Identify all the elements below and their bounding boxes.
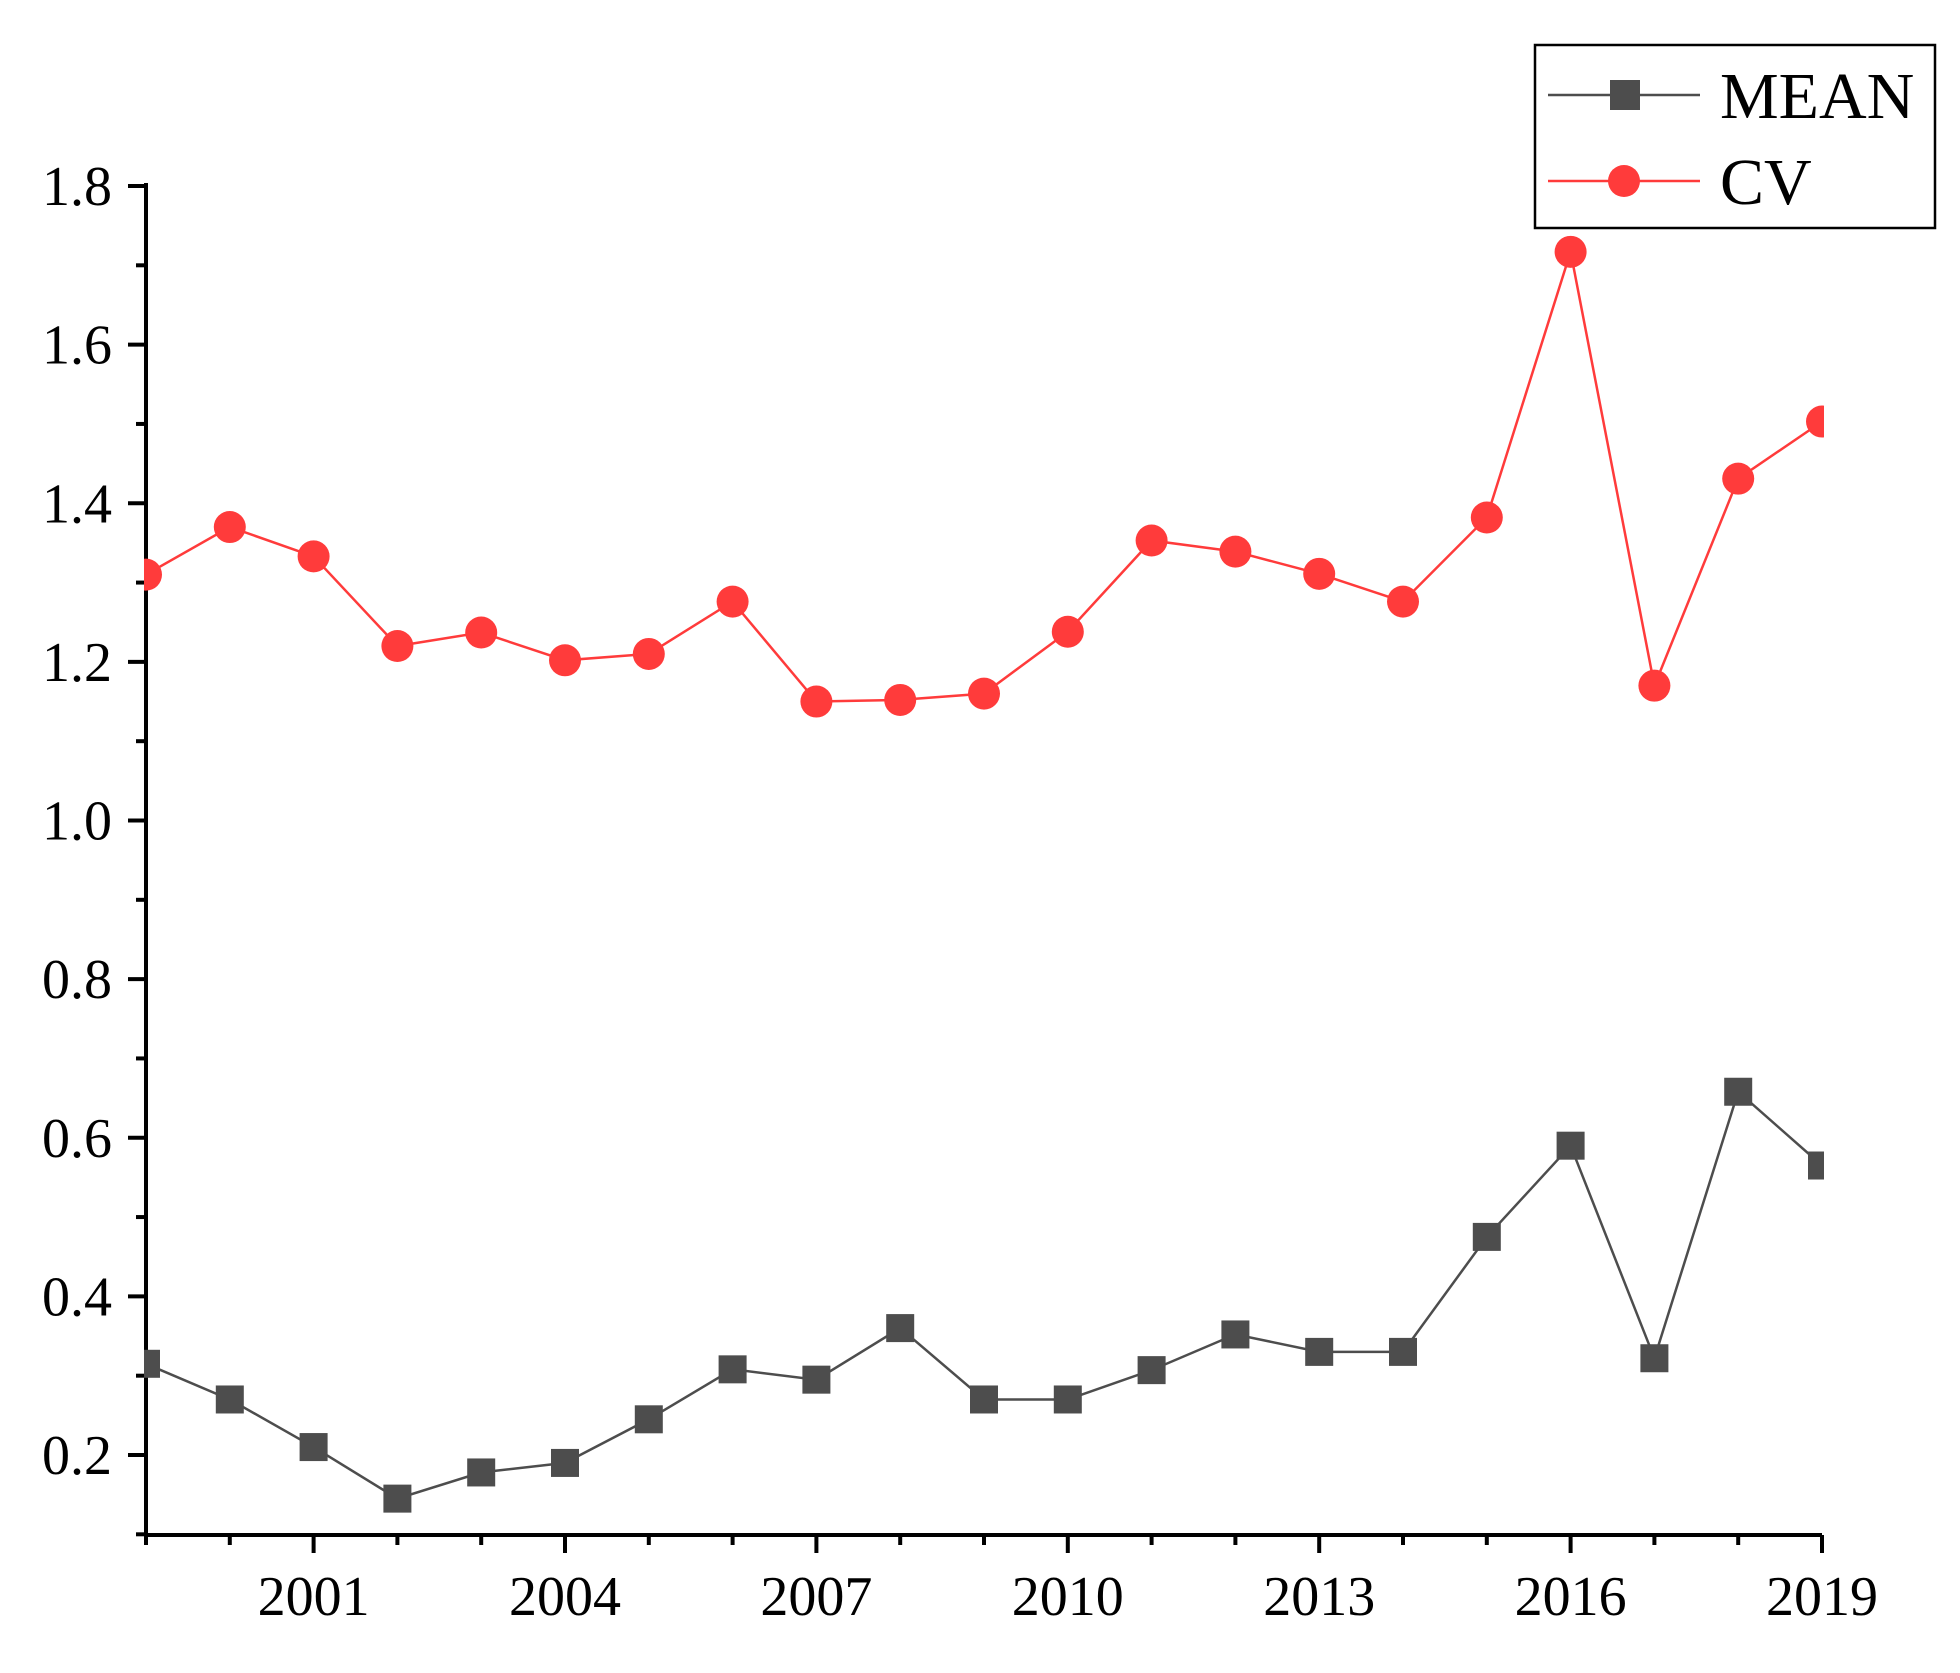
data-point-mean (1808, 1151, 1824, 1180)
data-point-mean (886, 1314, 915, 1343)
data-point-mean (1640, 1344, 1669, 1373)
data-point-cv (1219, 535, 1252, 568)
data-point-mean (383, 1484, 412, 1513)
data-point-cv (381, 630, 414, 663)
x-tick-label: 2001 (258, 1566, 370, 1628)
data-point-cv (1387, 585, 1419, 618)
data-point-mean (1389, 1337, 1417, 1366)
data-point-mean (802, 1365, 831, 1394)
data-point-cv (884, 683, 917, 716)
data-point-mean (634, 1405, 663, 1434)
y-tick-label: 1.6 (42, 315, 112, 377)
legend-marker-cv (1608, 165, 1640, 197)
data-point-cv (144, 558, 162, 591)
series-layer (144, 235, 1824, 1513)
data-point-cv (1051, 615, 1084, 648)
y-tick-label: 1.4 (42, 473, 112, 535)
data-point-cv (1470, 501, 1503, 534)
data-point-mean (970, 1385, 998, 1414)
y-tick-label: 1.0 (42, 791, 112, 853)
data-point-mean (144, 1349, 160, 1378)
data-point-mean (1472, 1222, 1501, 1251)
y-tick-label: 1.2 (42, 632, 112, 694)
data-point-mean (1724, 1077, 1753, 1106)
axes: 0.2 0.4 0.6 0.8 1.0 1.2 1.4 1.6 1.8 2001 2004 2007 2… (42, 156, 1878, 1628)
y-tick-label: 0.6 (42, 1108, 112, 1170)
y-tick-label: 0.8 (42, 949, 112, 1011)
data-point-mean (1137, 1356, 1166, 1385)
y-tick-label: 0.2 (42, 1425, 112, 1487)
legend-box (1533, 43, 1937, 230)
x-tick-label: 2007 (760, 1566, 872, 1628)
legend-label-mean: MEAN (1720, 60, 1914, 133)
x-tick-label: 2019 (1766, 1566, 1878, 1628)
series-cv (144, 235, 1824, 718)
data-point-cv (1638, 669, 1671, 702)
data-point-cv (632, 637, 665, 670)
data-point-mean (299, 1433, 328, 1462)
data-point-mean (215, 1385, 244, 1414)
data-point-mean (551, 1448, 579, 1477)
data-point-cv (1135, 524, 1168, 557)
data-point-cv (297, 540, 330, 573)
data-point-cv (549, 644, 581, 677)
y-tick-label: 0.4 (42, 1266, 112, 1328)
data-point-mean (1305, 1337, 1334, 1366)
data-point-cv (716, 585, 749, 618)
data-point-mean (1053, 1385, 1082, 1414)
legend: MEAN CV (1533, 43, 1937, 230)
x-tick-label: 2010 (1012, 1566, 1124, 1628)
data-point-cv (1554, 235, 1587, 268)
data-point-mean (718, 1355, 747, 1384)
data-point-cv (465, 616, 498, 649)
series-mean (144, 1077, 1824, 1513)
y-tick-label: 1.8 (42, 156, 112, 218)
legend-label-cv: CV (1720, 146, 1812, 219)
x-tick-label: 2016 (1515, 1566, 1627, 1628)
x-tick-label: 2004 (509, 1566, 621, 1628)
data-point-cv (1722, 462, 1755, 495)
data-point-cv (213, 511, 246, 544)
data-point-mean (1556, 1131, 1585, 1160)
data-point-cv (1303, 557, 1336, 590)
data-point-mean (1221, 1320, 1250, 1349)
data-point-cv (1806, 405, 1824, 438)
data-point-cv (968, 677, 1000, 710)
data-point-mean (467, 1458, 496, 1487)
legend-marker-mean (1610, 80, 1640, 110)
data-point-cv (800, 685, 833, 718)
x-tick-label: 2013 (1263, 1566, 1375, 1628)
